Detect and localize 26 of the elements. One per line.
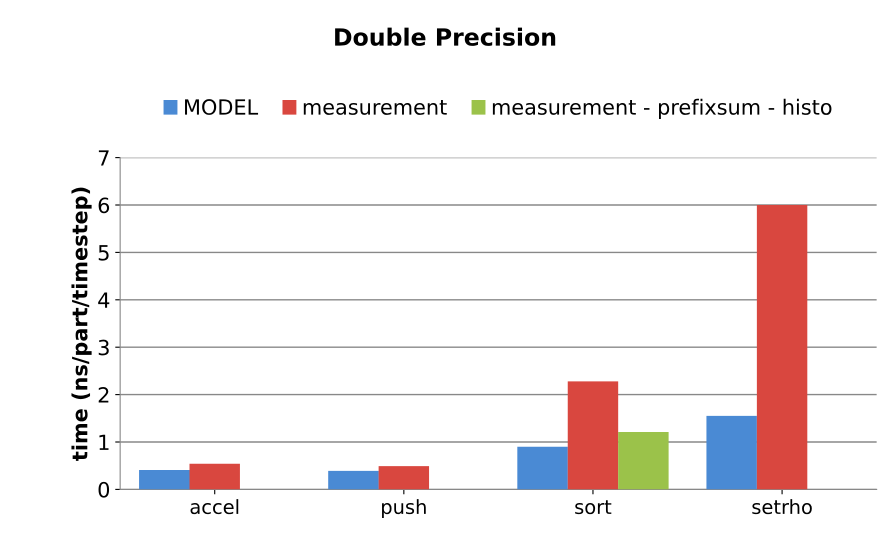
bar	[568, 381, 618, 490]
legend-label: measurement	[304, 100, 447, 115]
bar	[189, 464, 240, 490]
y-tick-label: 3	[98, 340, 109, 356]
bar	[139, 470, 190, 490]
y-axis-title: time (ns/part/timestep)	[71, 188, 92, 461]
x-tick-label: setrho	[752, 499, 812, 514]
y-tick-label: 2	[98, 387, 108, 403]
bar	[618, 432, 669, 490]
y-tick-label: 7	[98, 150, 109, 166]
bar	[756, 205, 808, 490]
bar	[706, 416, 757, 490]
y-tick-label: 1	[99, 434, 109, 450]
y-tick-label: 4	[98, 292, 110, 308]
legend-label: MODEL	[185, 99, 258, 115]
y-tick-label: 0	[98, 482, 110, 498]
legend-label: measurement - prefixsum - histo	[492, 98, 832, 119]
bar	[378, 466, 430, 490]
bar	[517, 446, 568, 490]
x-tick-label: sort	[575, 500, 612, 514]
x-tick-label: accel	[190, 499, 238, 514]
x-tick-label: push	[382, 499, 426, 518]
chart-title: Double Precision	[335, 28, 556, 46]
y-tick-label: 6	[98, 197, 110, 214]
y-tick-label: 5	[98, 245, 109, 261]
bar	[328, 470, 379, 490]
